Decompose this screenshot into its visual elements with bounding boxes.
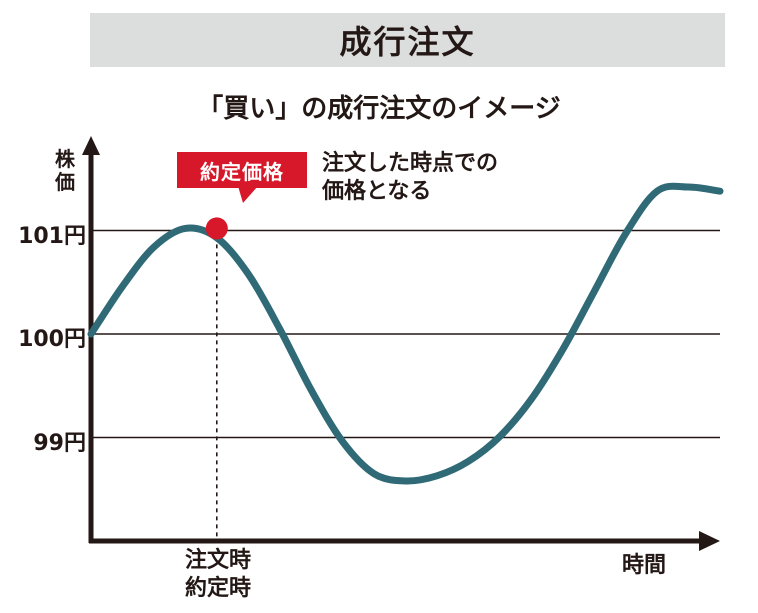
callout-line-2: 価格となる [322,179,432,204]
event-label: 注文時 約定時 [168,547,268,603]
y-tick-101: 101円 [18,224,86,249]
callout-pointer [238,186,258,203]
x-axis-label: 時間 [622,553,667,578]
grid-lines [91,229,720,439]
y-axis-arrow [82,136,100,155]
callout-line-1: 注文した時点での [322,151,499,176]
y-axis-label: 株価 [55,147,75,194]
chart-title: 「買い」の成行注文のイメージ [197,94,561,124]
event-label-line-2: 約定時 [184,576,251,601]
y-tick-99: 99円 [33,431,86,456]
page-title: 成行注文 [339,23,476,61]
y-tick-100: 100円 [18,327,86,352]
title-band: 成行注文 [90,13,725,67]
executed-price-badge: 約定価格 [177,152,307,188]
price-marker [205,217,228,240]
series-line [87,182,724,485]
callout-text: 注文した時点での 価格となる [322,150,498,206]
event-label-line-1: 注文時 [184,548,251,573]
x-axis-arrow [699,531,720,551]
